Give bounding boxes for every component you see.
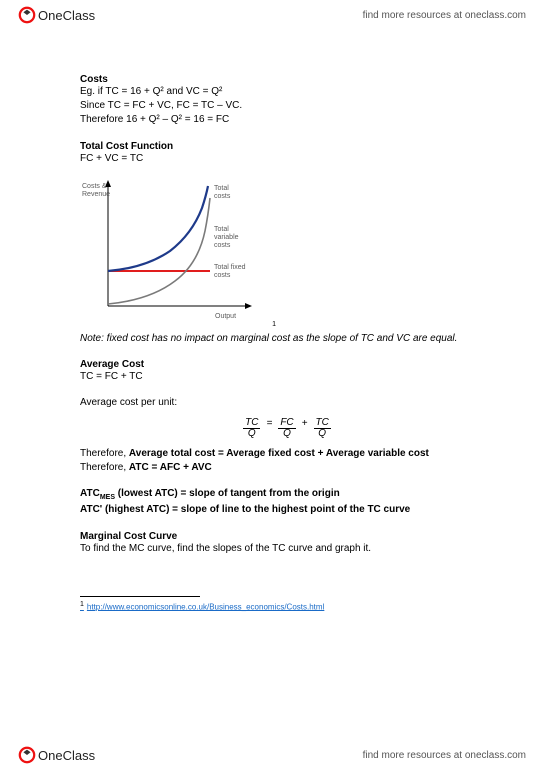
logo-icon [18,6,36,24]
cost-curves-chart: Costs & Revenue Output Total costs Total… [80,176,270,326]
svg-text:Revenue: Revenue [82,191,110,198]
svg-text:costs: costs [214,242,231,249]
footnote-link[interactable]: http://www.economicsonline.co.uk/Busines… [87,602,324,611]
footer-bar: OneClass find more resources at oneclass… [0,740,544,770]
avg-cost-formula: TC Q = FC Q + TC Q [80,418,494,439]
page-content: Costs Eg. if TC = 16 + Q² and VC = Q² Si… [80,60,494,730]
footnote-1: 1http://www.economicsonline.co.uk/Busine… [80,601,494,612]
footnote-separator [80,596,200,597]
brand-name: OneClass [38,8,95,23]
footer-brand-logo: OneClass [18,746,95,764]
costs-line-1: Eg. if TC = 16 + Q² and VC = Q² [80,85,494,99]
svg-text:costs: costs [214,193,231,200]
footer-logo-icon [18,746,36,764]
svg-text:Costs &: Costs & [82,183,107,190]
svg-text:Total: Total [214,226,229,233]
brand-logo: OneClass [18,6,95,24]
svg-text:variable: variable [214,234,239,241]
footer-tagline: find more resources at oneclass.com [363,750,526,761]
svg-text:Total fixed: Total fixed [214,264,246,271]
svg-text:Total: Total [214,185,229,192]
header-tagline: find more resources at oneclass.com [363,10,526,21]
mc-title: Marginal Cost Curve [80,531,494,542]
mc-line: To find the MC curve, find the slopes of… [80,542,494,556]
tcf-line: FC + VC = TC [80,152,494,166]
costs-title: Costs [80,74,494,85]
svg-text:costs: costs [214,272,231,279]
avg-cost-title: Average Cost [80,359,494,370]
avg-cost-line: TC = FC + TC [80,370,494,384]
atc-mes-line: ATCMES (lowest ATC) = slope of tangent f… [80,487,494,503]
costs-line-2: Since TC = FC + VC, FC = TC – VC. [80,99,494,113]
therefore-1: Therefore, Average total cost = Average … [80,447,494,461]
therefore-2: Therefore, ATC = AFC + AVC [80,461,494,475]
atc-prime-line: ATC' (highest ATC) = slope of line to th… [80,503,494,517]
footer-brand-name: OneClass [38,748,95,763]
costs-line-3: Therefore 16 + Q² – Q² = 16 = FC [80,113,494,127]
footnote-ref-1: 1 [272,321,276,328]
per-unit-label: Average cost per unit: [80,396,494,410]
fixed-cost-note: Note: fixed cost has no impact on margin… [80,332,494,345]
tcf-title: Total Cost Function [80,141,494,152]
header-bar: OneClass find more resources at oneclass… [0,0,544,30]
x-axis-label: Output [215,313,236,320]
